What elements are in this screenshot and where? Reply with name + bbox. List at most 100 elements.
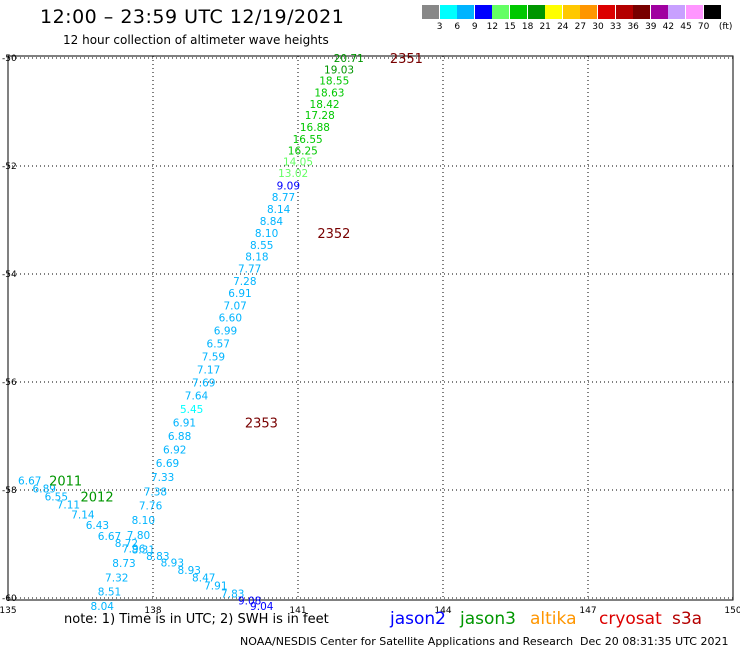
color-swatch	[580, 5, 598, 19]
x-tick-label: 144	[434, 606, 451, 616]
pass-number-label: 2352	[317, 227, 350, 242]
satellite-name: cryosat	[599, 609, 662, 629]
y-tick-label: -50	[2, 54, 17, 64]
color-swatch	[562, 5, 580, 19]
wave-height-value: 6.69	[156, 458, 179, 470]
color-swatch	[439, 5, 457, 19]
x-tick-label: 138	[144, 606, 161, 616]
plot-frame	[7, 55, 734, 601]
y-tick-label: -54	[2, 270, 17, 280]
wave-height-value: 6.92	[163, 445, 186, 457]
wave-height-value: 9.04	[250, 601, 274, 613]
wave-height-value: 8.93	[178, 565, 201, 577]
color-scale-label: 39	[645, 22, 657, 32]
color-swatch	[686, 5, 703, 19]
pass-number-label: 2012	[81, 490, 114, 505]
color-swatch	[527, 5, 545, 19]
wave-height-value: 7.91	[204, 581, 227, 593]
wave-height-value: 7.28	[233, 276, 256, 288]
satellite-name: jason3	[460, 609, 516, 629]
pass-number-label: 2351	[390, 52, 423, 67]
wave-height-value: 9.08	[238, 596, 261, 608]
wave-height-value: 8.55	[250, 240, 273, 252]
wave-height-value: 16.88	[300, 122, 330, 134]
wave-height-value: 7.14	[71, 509, 95, 521]
color-swatch	[668, 5, 686, 19]
wave-height-value: 6.57	[207, 339, 230, 351]
wave-height-value: 16.55	[293, 134, 323, 146]
wave-height-value: 7.69	[192, 378, 215, 390]
color-swatch	[545, 5, 563, 19]
pass-number-label: 2011	[49, 474, 82, 489]
footnote: note: 1) Time is in UTC; 2) SWH is in fe…	[64, 612, 329, 627]
wave-height-value: 8.83	[146, 551, 169, 563]
y-tick-label: -58	[2, 486, 17, 496]
wave-height-value: 8.18	[245, 252, 268, 264]
x-tick-label: 147	[579, 606, 596, 616]
color-swatch	[422, 5, 439, 19]
wave-height-value: 7.38	[144, 487, 167, 499]
wave-height-value: 8.51	[98, 587, 121, 599]
wave-height-value: 7.77	[238, 264, 261, 276]
color-scale-label: 12	[486, 22, 499, 32]
color-swatch	[615, 5, 633, 19]
color-scale-label: 42	[662, 22, 675, 32]
wave-height-value: 6.60	[219, 313, 242, 325]
color-scale-label: 9	[471, 22, 478, 32]
map-title: 12:00 – 23:59 UTC 12/19/2021	[40, 6, 345, 28]
wave-height-value: 16.25	[288, 145, 318, 157]
wave-height-value: 14.05	[283, 157, 313, 169]
wave-height-value: 18.55	[319, 76, 349, 88]
wave-height-value: 6.43	[86, 520, 109, 532]
wave-height-value: 7.83	[221, 589, 244, 601]
wave-height-value: 18.42	[310, 99, 340, 111]
wave-height-value: 17.28	[305, 110, 335, 122]
y-tick-label: -60	[2, 594, 17, 604]
color-scale-unit: (ft)	[718, 22, 733, 32]
color-swatch	[633, 5, 651, 19]
color-swatch	[703, 5, 721, 19]
wave-height-value: 8.10	[255, 228, 278, 240]
pass-number-label: 2353	[245, 417, 278, 432]
y-tick-label: -56	[2, 378, 17, 388]
wave-height-value: 6.99	[214, 326, 237, 338]
color-scale-label: 24	[557, 22, 569, 32]
color-swatch	[510, 5, 527, 19]
wave-height-value: 8.10	[132, 515, 155, 527]
wave-height-value: 6.88	[168, 431, 191, 443]
wave-height-value: 7.33	[151, 472, 174, 484]
color-scale-label: 33	[609, 22, 622, 32]
x-tick-label: 141	[289, 606, 306, 616]
wave-height-value: 20.71	[334, 53, 364, 65]
wave-height-value: 8.93	[161, 557, 184, 569]
wave-height-value: 13.02	[278, 168, 308, 180]
color-scale-label: 3	[436, 22, 443, 32]
x-tick-label: 135	[0, 606, 17, 616]
wave-height-value: 7.07	[223, 300, 246, 312]
wave-height-value: 6.67	[18, 475, 41, 487]
wave-height-value: 8.31	[132, 544, 155, 556]
wave-height-value: 7.59	[202, 352, 225, 364]
color-swatch	[598, 5, 615, 19]
wave-height-value: 6.55	[45, 491, 68, 503]
map-subtitle: 12 hour collection of altimeter wave hei…	[63, 33, 329, 47]
color-scale-label: 18	[521, 22, 534, 32]
color-scale-label: 15	[504, 22, 516, 32]
wave-height-value: 6.91	[228, 288, 251, 300]
wave-height-value: 18.63	[314, 88, 344, 100]
color-swatch	[457, 5, 475, 19]
satellite-name: altika	[530, 609, 577, 629]
wave-height-value: 8.14	[267, 204, 291, 216]
color-scale-label: 30	[592, 22, 604, 32]
color-swatch	[474, 5, 492, 19]
wave-height-value: 8.77	[272, 192, 295, 204]
satellite-name: jason2	[390, 609, 446, 629]
wave-height-value: 19.03	[324, 64, 354, 76]
color-swatch	[650, 5, 668, 19]
wave-height-value: 5.45	[180, 404, 203, 416]
wave-height-value: 7.64	[185, 391, 209, 403]
timestamp-text: Dec 20 08:31:35 UTC 2021	[580, 635, 729, 648]
wave-height-value: 8.84	[260, 216, 284, 228]
wave-height-value: 7.96	[122, 543, 146, 555]
